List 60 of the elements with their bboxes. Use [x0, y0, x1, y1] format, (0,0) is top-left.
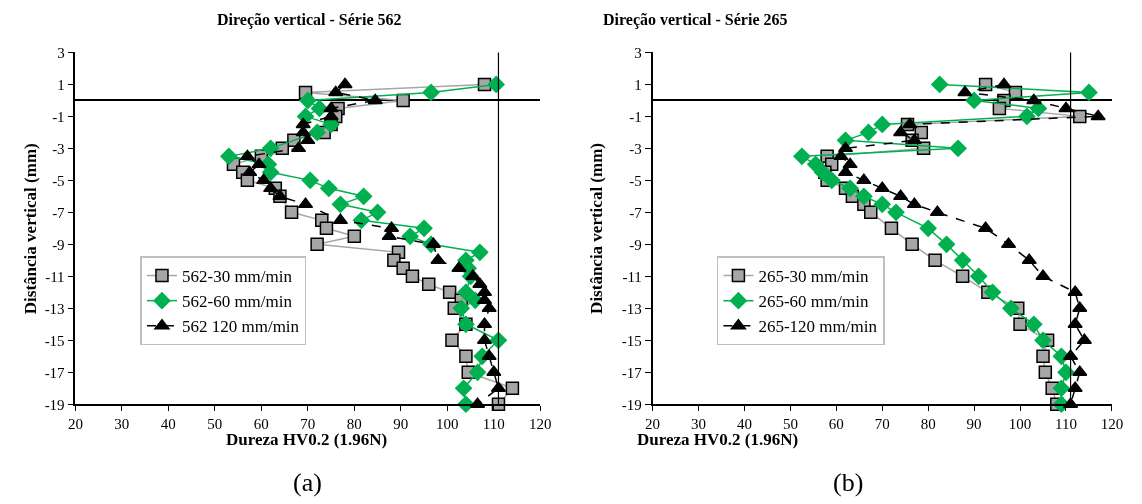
- x-tick-label: 60: [828, 416, 844, 433]
- legend-label: 562 120 mm/min: [181, 317, 300, 337]
- y-tick-label: -17: [44, 364, 66, 381]
- y-tick-label: -19: [44, 396, 65, 413]
- x-tick-label: 40: [160, 416, 176, 433]
- x-tick-label: 110: [482, 416, 505, 433]
- x-axis-title: Dureza HV0.2 (1.96N): [226, 430, 388, 449]
- x-tick-label: 70: [874, 416, 890, 433]
- x-axis-title: Dureza HV0.2 (1.96N): [637, 430, 799, 449]
- x-tick-label: 60: [253, 416, 269, 433]
- y-tick-label: -5: [629, 172, 642, 189]
- y-tick-label: 3: [57, 44, 65, 61]
- y-tick-label: 3: [634, 44, 642, 61]
- x-tick-label: 100: [436, 416, 459, 433]
- y-tick-label: -17: [621, 364, 643, 381]
- x-tick-label: 120: [1100, 416, 1124, 433]
- x-tick-label: 120: [529, 416, 552, 433]
- legend-label: 265-30 mm/min: [758, 267, 869, 287]
- x-tick-label: 20: [67, 416, 83, 433]
- y-tick-label: -5: [52, 172, 65, 189]
- x-tick-label: 50: [207, 416, 223, 433]
- y-tick-label: 1: [57, 76, 65, 93]
- y-tick-label: -9: [629, 236, 642, 253]
- y-tick-label: -13: [621, 300, 642, 317]
- legend-label: 562-30 mm/min: [181, 267, 293, 287]
- y-tick-label: -1: [629, 108, 642, 125]
- y-tick-label: -11: [622, 268, 642, 285]
- y-tick-label: -19: [621, 396, 642, 413]
- chart-title: Direção vertical - Série 265: [603, 11, 788, 29]
- y-axis-title: Distância vertical (mm): [21, 143, 41, 315]
- x-tick-label: 110: [1055, 416, 1077, 433]
- x-tick-label: 90: [393, 416, 409, 433]
- text: (b): [833, 468, 864, 497]
- y-tick-label: -3: [629, 140, 642, 157]
- text: (a): [293, 468, 322, 497]
- x-tick-label: 80: [920, 416, 936, 433]
- y-tick-label: -11: [45, 268, 65, 285]
- x-tick-label: 20: [645, 416, 661, 433]
- y-tick-label: -3: [52, 140, 65, 157]
- y-tick-label: -7: [52, 204, 66, 221]
- x-tick-label: 30: [691, 416, 707, 433]
- y-tick-label: -15: [621, 332, 642, 349]
- chart-title: Direção vertical - Série 562: [217, 11, 402, 29]
- y-tick-label: -7: [629, 204, 643, 221]
- x-tick-label: 100: [1008, 416, 1032, 433]
- legend-label: 265-60 mm/min: [758, 292, 869, 312]
- x-tick-label: 70: [300, 416, 316, 433]
- y-tick-label: 1: [634, 76, 642, 93]
- x-tick-label: 30: [114, 416, 130, 433]
- x-tick-label: 80: [346, 416, 362, 433]
- y-tick-label: -1: [52, 108, 65, 125]
- x-tick-label: 40: [736, 416, 752, 433]
- x-tick-label: 50: [782, 416, 798, 433]
- legend-label: 265-120 mm/min: [758, 317, 878, 337]
- y-tick-label: -15: [44, 332, 65, 349]
- y-tick-label: -9: [52, 236, 65, 253]
- x-tick-label: 90: [966, 416, 982, 433]
- y-tick-label: -13: [44, 300, 65, 317]
- legend-label: 562-60 mm/min: [181, 292, 293, 312]
- y-axis-title: Distância vertical (mm): [587, 142, 607, 314]
